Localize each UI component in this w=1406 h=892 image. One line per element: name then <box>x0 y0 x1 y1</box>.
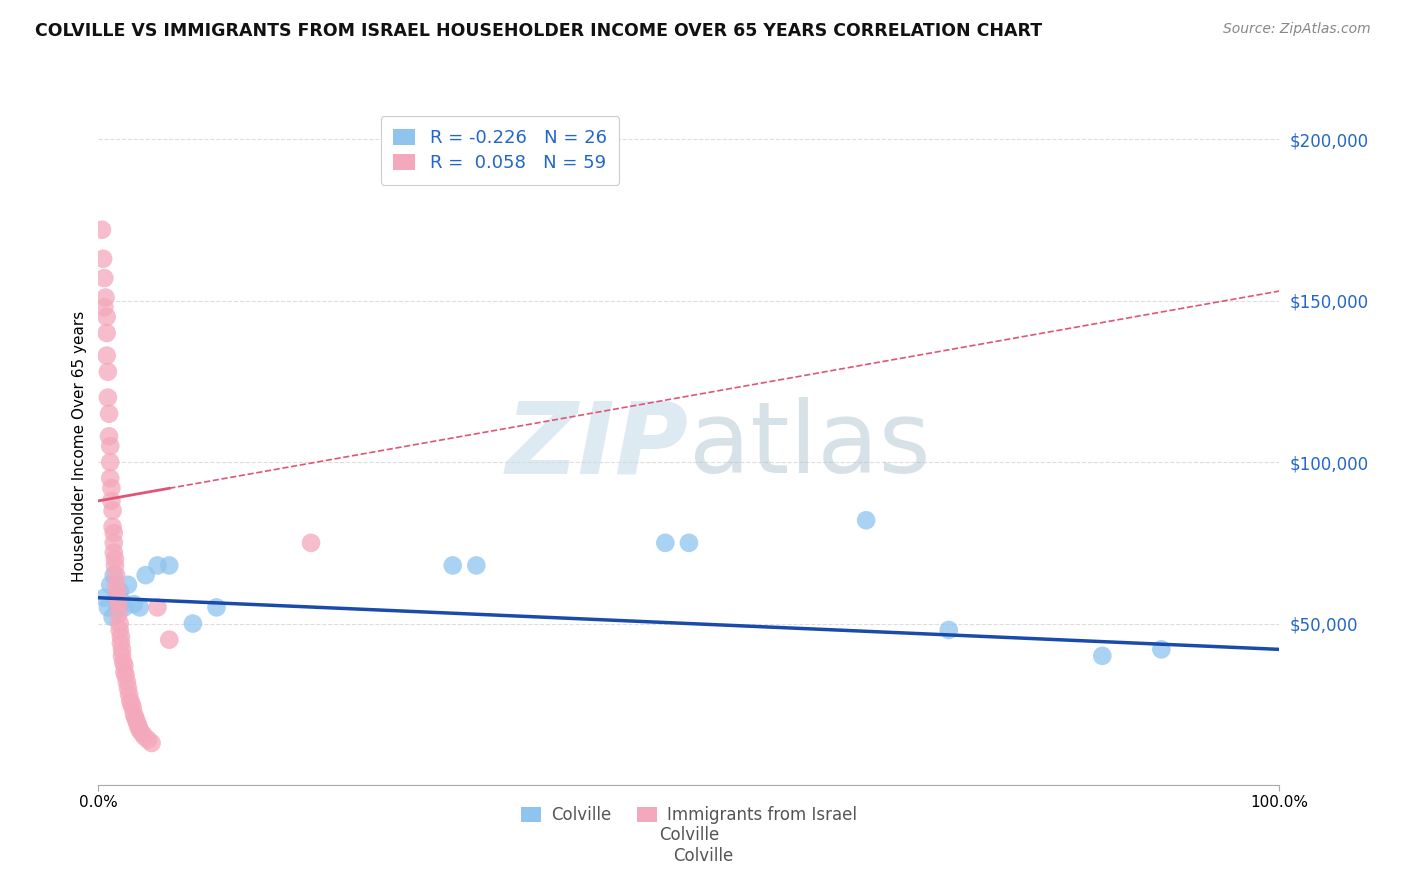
Point <box>136 732 159 747</box>
Point <box>108 616 131 631</box>
Point <box>103 526 125 541</box>
Point <box>101 503 124 517</box>
Point <box>110 630 132 644</box>
Point <box>128 723 150 737</box>
Point <box>117 681 139 695</box>
Point <box>112 655 135 669</box>
Point <box>105 578 128 592</box>
Point <box>115 674 138 689</box>
Point <box>441 558 464 573</box>
Point <box>110 636 132 650</box>
Point <box>146 558 169 573</box>
Point <box>96 310 118 324</box>
Point <box>124 710 146 724</box>
Point <box>101 610 124 624</box>
Point <box>107 607 129 621</box>
Point <box>127 716 149 731</box>
Point <box>120 694 142 708</box>
Point <box>97 600 120 615</box>
Point <box>98 429 121 443</box>
Point <box>93 591 115 605</box>
Point <box>93 300 115 314</box>
Point <box>654 536 676 550</box>
Point <box>111 648 134 663</box>
Point <box>134 730 156 744</box>
Point <box>146 600 169 615</box>
Point <box>938 623 960 637</box>
Point <box>135 568 157 582</box>
Point <box>94 291 117 305</box>
Point <box>98 455 121 469</box>
Point <box>855 513 877 527</box>
Point <box>112 658 135 673</box>
Point <box>125 714 148 728</box>
Point <box>1150 642 1173 657</box>
Point <box>100 481 122 495</box>
Point <box>117 578 139 592</box>
Point <box>98 407 121 421</box>
Point <box>114 668 136 682</box>
Point <box>111 642 134 657</box>
Point <box>128 720 150 734</box>
Point <box>104 552 127 566</box>
Point <box>108 623 131 637</box>
Point <box>91 223 114 237</box>
Text: Colville: Colville <box>659 826 718 844</box>
Point <box>100 494 122 508</box>
Text: atlas: atlas <box>689 398 931 494</box>
Point <box>131 726 153 740</box>
Point <box>105 591 128 605</box>
Y-axis label: Householder Income Over 65 years: Householder Income Over 65 years <box>72 310 87 582</box>
Point <box>105 584 128 599</box>
Point <box>157 632 180 647</box>
Point <box>678 536 700 550</box>
Point <box>111 594 134 608</box>
Point <box>103 536 125 550</box>
Point <box>103 545 125 559</box>
Point <box>96 349 118 363</box>
Point <box>205 600 228 615</box>
Text: ZIP: ZIP <box>506 398 689 494</box>
Point <box>181 616 204 631</box>
Point <box>112 600 135 615</box>
Point <box>105 568 128 582</box>
Point <box>91 252 114 266</box>
Point <box>121 700 143 714</box>
Point <box>122 597 145 611</box>
Text: Source: ZipAtlas.com: Source: ZipAtlas.com <box>1223 22 1371 37</box>
Point <box>98 439 121 453</box>
Point <box>141 736 163 750</box>
Point <box>128 600 150 615</box>
Point <box>105 600 128 615</box>
Point <box>107 597 129 611</box>
Point <box>98 578 121 592</box>
Point <box>108 584 131 599</box>
Point <box>122 706 145 721</box>
Point <box>96 326 118 340</box>
Point <box>97 391 120 405</box>
Point <box>98 471 121 485</box>
Point <box>103 568 125 582</box>
Text: COLVILLE VS IMMIGRANTS FROM ISRAEL HOUSEHOLDER INCOME OVER 65 YEARS CORRELATION : COLVILLE VS IMMIGRANTS FROM ISRAEL HOUSE… <box>35 22 1042 40</box>
Point <box>118 688 141 702</box>
Text: Colville: Colville <box>673 847 733 865</box>
Point <box>112 665 135 679</box>
Point <box>93 271 115 285</box>
Point <box>97 365 120 379</box>
Point <box>465 558 488 573</box>
Point <box>299 536 322 550</box>
Point <box>121 698 143 712</box>
Point <box>101 519 124 533</box>
Point <box>104 558 127 573</box>
Point <box>1091 648 1114 663</box>
Point <box>157 558 180 573</box>
Point <box>105 591 128 605</box>
Legend: Colville, Immigrants from Israel: Colville, Immigrants from Israel <box>515 799 863 830</box>
